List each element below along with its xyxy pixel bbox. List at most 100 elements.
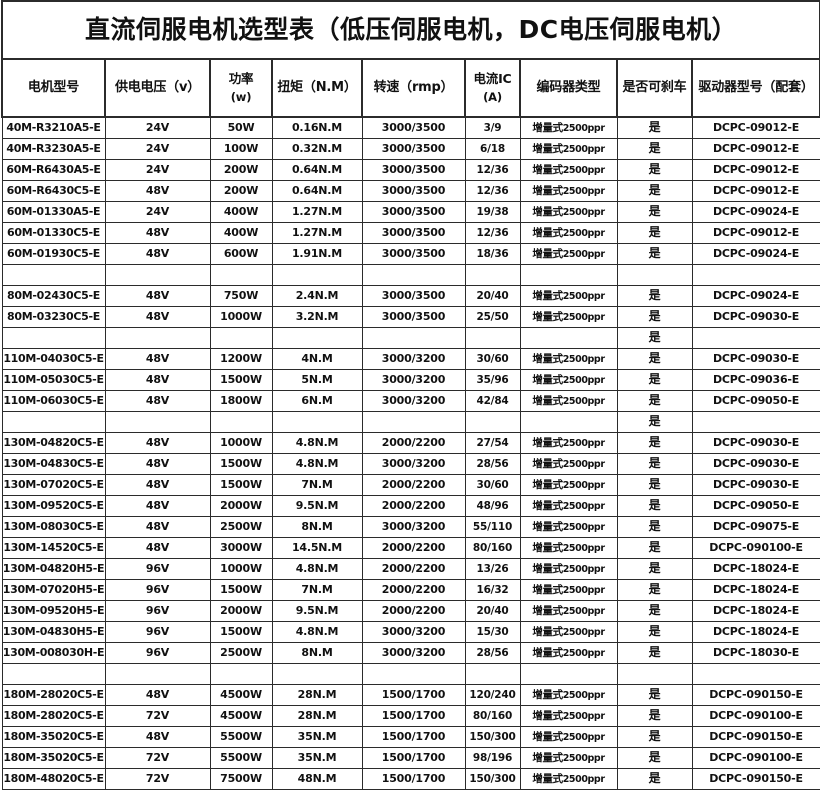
cell-brake	[616, 264, 693, 286]
cell-model: 130M-09520H5-E	[1, 600, 106, 622]
table-row: 180M-35020C5-E 72V 5500W 35N.M 1500/1700 98/1…	[1, 747, 820, 769]
cell-power	[209, 411, 273, 433]
cell-driver: DCPC-09024-E	[691, 243, 820, 265]
column-header-brake: 是否可刹车	[616, 58, 693, 118]
table-row: 40M-R3230A5-E 24V 100W 0.32N.M 3000/3500 6/18…	[1, 138, 820, 160]
cell-encoder: 增量式2500ppr	[519, 642, 618, 664]
cell-power: 200W	[209, 159, 273, 181]
cell-current: 35/96	[464, 369, 521, 391]
cell-model: 130M-04820C5-E	[1, 432, 106, 454]
cell-torque: 4.8N.M	[271, 621, 363, 643]
cell-model: 60M-R6430C5-E	[1, 180, 106, 202]
cell-model: 130M-09520C5-E	[1, 495, 106, 517]
cell-encoder: 增量式2500ppr	[519, 222, 618, 244]
cell-speed: 1500/1700	[361, 768, 466, 790]
cell-brake: 是	[616, 159, 693, 181]
cell-driver: DCPC-09024-E	[691, 285, 820, 307]
cell-driver: DCPC-09030-E	[691, 306, 820, 328]
cell-speed: 2000/2200	[361, 600, 466, 622]
table-row: 180M-28020C5-E 72V 4500W 28N.M 1500/1700 80/1…	[1, 705, 820, 727]
cell-power: 1500W	[209, 474, 273, 496]
cell-speed: 3000/3200	[361, 369, 466, 391]
cell-current	[464, 264, 521, 286]
cell-voltage	[104, 411, 211, 433]
cell-speed: 3000/3500	[361, 306, 466, 328]
table-row: 80M-02430C5-E 48V 750W 2.4N.M 3000/3500 20/40…	[1, 285, 820, 307]
cell-driver: DCPC-090100-E	[691, 705, 820, 727]
table-spacer-row: 是	[1, 327, 820, 349]
cell-brake: 是	[616, 747, 693, 769]
cell-voltage: 48V	[104, 306, 211, 328]
table-row: 80M-03230C5-E 48V 1000W 3.2N.M 3000/3500 25/5…	[1, 306, 820, 328]
cell-encoder: 增量式2500ppr	[519, 348, 618, 370]
cell-power	[209, 327, 273, 349]
cell-current: 150/300	[464, 726, 521, 748]
cell-torque: 1.27N.M	[271, 222, 363, 244]
cell-driver	[691, 327, 820, 349]
cell-power: 1000W	[209, 306, 273, 328]
cell-driver: DCPC-09030-E	[691, 432, 820, 454]
column-header-current-top: 电流IC	[473, 71, 512, 87]
cell-encoder: 增量式2500ppr	[519, 558, 618, 580]
cell-speed: 3000/3200	[361, 348, 466, 370]
cell-brake: 是	[616, 306, 693, 328]
cell-driver: DCPC-090150-E	[691, 768, 820, 790]
cell-torque: 4.8N.M	[271, 432, 363, 454]
cell-brake: 是	[616, 390, 693, 412]
cell-brake: 是	[616, 726, 693, 748]
column-header-torque: 扭矩（N.M）	[271, 58, 363, 118]
cell-encoder	[519, 327, 618, 349]
cell-speed: 2000/2200	[361, 432, 466, 454]
cell-voltage: 72V	[104, 747, 211, 769]
cell-model: 130M-008030H-E	[1, 642, 106, 664]
cell-encoder: 增量式2500ppr	[519, 537, 618, 559]
cell-speed: 3000/3500	[361, 243, 466, 265]
table-row: 130M-008030H-E 96V 2500W 8N.M 3000/3200 28/56…	[1, 642, 820, 664]
cell-voltage: 24V	[104, 116, 211, 139]
cell-encoder: 增量式2500ppr	[519, 180, 618, 202]
cell-brake: 是	[616, 768, 693, 790]
cell-speed: 1500/1700	[361, 705, 466, 727]
table-row: 60M-01330A5-E 24V 400W 1.27N.M 3000/3500 19/3…	[1, 201, 820, 223]
cell-voltage: 48V	[104, 180, 211, 202]
cell-power: 1500W	[209, 453, 273, 475]
cell-torque: 0.64N.M	[271, 180, 363, 202]
table-row: 130M-04820C5-E 48V 1000W 4.8N.M 2000/2200 27/…	[1, 432, 820, 454]
cell-driver: DCPC-18024-E	[691, 600, 820, 622]
table-row: 130M-07020H5-E 96V 1500W 7N.M 2000/2200 16/32…	[1, 579, 820, 601]
cell-brake: 是	[616, 180, 693, 202]
cell-torque	[271, 327, 363, 349]
cell-current: 16/32	[464, 579, 521, 601]
cell-model: 60M-01330A5-E	[1, 201, 106, 223]
table-row: 130M-04830H5-E 96V 1500W 4.8N.M 3000/3200 15/…	[1, 621, 820, 643]
cell-torque: 7N.M	[271, 579, 363, 601]
cell-brake: 是	[616, 369, 693, 391]
cell-current	[464, 663, 521, 685]
cell-torque: 48N.M	[271, 768, 363, 790]
cell-power: 1500W	[209, 621, 273, 643]
cell-power: 1000W	[209, 558, 273, 580]
table-row: 60M-R6430A5-E 24V 200W 0.64N.M 3000/3500 12/3…	[1, 159, 820, 181]
column-header-encoder: 编码器类型	[519, 58, 618, 118]
table-row: 180M-28020C5-E 48V 4500W 28N.M 1500/1700 120/…	[1, 684, 820, 706]
cell-current: 80/160	[464, 705, 521, 727]
cell-speed	[361, 327, 466, 349]
cell-model: 60M-R6430A5-E	[1, 159, 106, 181]
cell-speed	[361, 411, 466, 433]
cell-encoder: 增量式2500ppr	[519, 116, 618, 139]
cell-torque: 35N.M	[271, 747, 363, 769]
cell-encoder: 增量式2500ppr	[519, 768, 618, 790]
cell-speed	[361, 264, 466, 286]
cell-brake: 是	[616, 537, 693, 559]
column-header-model: 电机型号	[1, 58, 106, 118]
cell-encoder: 增量式2500ppr	[519, 705, 618, 727]
cell-model: 180M-35020C5-E	[1, 726, 106, 748]
table-spacer-row	[1, 264, 820, 286]
cell-encoder	[519, 264, 618, 286]
cell-speed: 3000/3500	[361, 138, 466, 160]
cell-torque: 28N.M	[271, 684, 363, 706]
cell-speed: 2000/2200	[361, 579, 466, 601]
cell-power: 1000W	[209, 432, 273, 454]
cell-model: 130M-08030C5-E	[1, 516, 106, 538]
